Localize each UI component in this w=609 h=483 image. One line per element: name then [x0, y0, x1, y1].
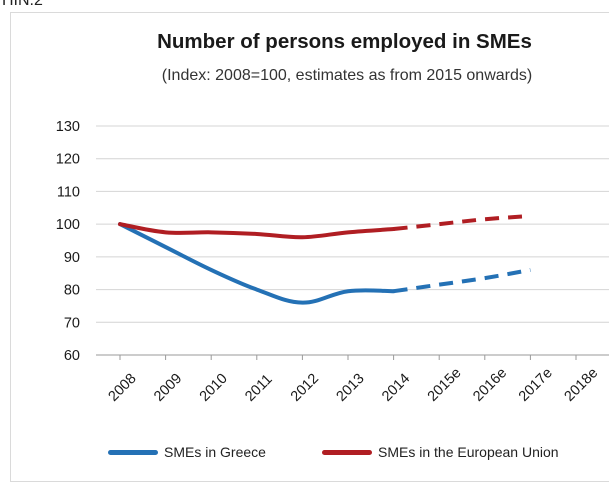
y-tick-label-90: 90: [64, 250, 80, 266]
y-tick-label-100: 100: [56, 217, 80, 233]
line-chart: 60 70 80 90 100 110 120 130 2008 2009 2010 2011 2012…: [56, 119, 609, 405]
chart-subtitle: (Index: 2008=100, estimates as from 2015…: [161, 67, 533, 84]
x-tick-label-2008: 2008: [106, 371, 140, 405]
x-tick-label-2018e: 2018e: [562, 365, 602, 405]
x-tick-label-2016e: 2016e: [470, 365, 510, 405]
y-tick-label-120: 120: [56, 152, 80, 168]
series-line-0-actual: [118, 222, 396, 305]
x-tick-label-2011: 2011: [242, 371, 275, 404]
series-line-1-actual: [118, 222, 396, 240]
x-tick-label-2017e: 2017e: [516, 365, 556, 405]
x-tick-label-2014: 2014: [379, 371, 413, 405]
chart-card: [10, 12, 609, 482]
x-tick-label-2013: 2013: [334, 371, 368, 405]
corner-label: ΠΙΝ.2: [2, 0, 43, 9]
chart-legend: SMEs in Greece SMEs in the European Unio…: [0, 444, 609, 464]
y-tick-label-80: 80: [64, 283, 80, 299]
y-tick-label-130: 130: [56, 119, 80, 135]
legend-label-eu: SMEs in the European Union: [378, 444, 559, 460]
legend-item-greece: SMEs in Greece: [108, 444, 266, 460]
legend-item-eu: SMEs in the European Union: [322, 444, 559, 460]
series-line-0-estimate: [393, 267, 531, 294]
x-tick-label-2012: 2012: [288, 371, 322, 405]
x-tick-label-2009: 2009: [151, 371, 185, 405]
x-tick-label-2010: 2010: [197, 371, 231, 405]
chart-title: Number of persons employed in SMEs: [157, 30, 532, 53]
y-tick-label-70: 70: [64, 315, 80, 331]
legend-swatch-eu: [322, 449, 372, 455]
legend-label-greece: SMEs in Greece: [164, 444, 266, 460]
y-tick-label-110: 110: [57, 184, 80, 200]
series-line-1-estimate: [393, 213, 531, 232]
x-tick-label-2015e: 2015e: [425, 365, 465, 405]
legend-swatch-greece: [108, 449, 158, 455]
y-tick-label-60: 60: [64, 348, 80, 364]
